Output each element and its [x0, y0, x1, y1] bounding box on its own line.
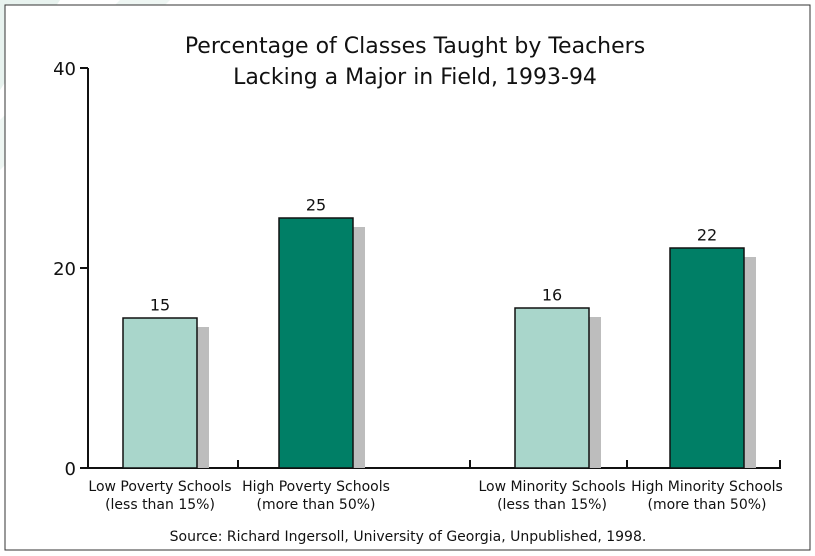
y-tick-label: 40 [53, 59, 76, 80]
chart-title: Percentage of Classes Taught by Teachers [185, 34, 645, 59]
data-label: 22 [697, 226, 717, 245]
bar [514, 307, 590, 469]
x-tick-label: High Minority Schools [631, 479, 783, 495]
y-tick-label: 20 [53, 259, 76, 280]
source: Source: Richard Ingersoll, University of… [170, 529, 647, 545]
x-tick-label: (more than 50%) [256, 497, 375, 513]
bar [278, 217, 354, 469]
x-tick-label: High Poverty Schools [242, 479, 390, 495]
x-tick-label: Low Poverty Schools [88, 479, 231, 495]
x-tick-label: (more than 50%) [647, 497, 766, 513]
chart-title: Lacking a Major in Field, 1993-94 [233, 65, 597, 90]
x-tick-label: (less than 15%) [497, 497, 607, 513]
x-tick-label: (less than 15%) [105, 497, 215, 513]
data-label: 15 [150, 296, 170, 315]
x-tick-label: Low Minority Schools [478, 479, 625, 495]
bar [669, 247, 745, 469]
y-tick-label: 0 [65, 459, 76, 480]
data-label: 25 [306, 196, 326, 215]
data-label: 16 [542, 286, 562, 305]
bar [122, 317, 198, 469]
